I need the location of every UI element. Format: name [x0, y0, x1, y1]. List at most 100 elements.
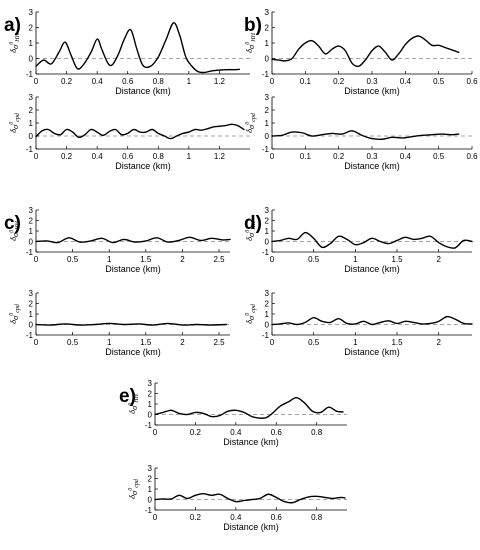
y-axis-label: δσ0HH	[127, 393, 140, 413]
y-tick-label: 3	[265, 8, 270, 17]
data-series-line	[35, 322, 228, 326]
y-tick-label: 2	[148, 474, 153, 483]
x-tick-label: 0.6	[122, 77, 134, 86]
y-tick-label: 3	[265, 206, 270, 215]
y-tick-label: -1	[145, 506, 153, 515]
data-series-line	[154, 397, 344, 419]
x-tick-label: 0	[34, 77, 39, 86]
x-axis-label: Distance (km)	[344, 86, 400, 96]
y-tick-label: 2	[29, 299, 34, 308]
x-tick-label: 0.1	[300, 152, 312, 161]
y-tick-label: -1	[262, 145, 270, 154]
x-axis-label: Distance (km)	[115, 86, 171, 96]
x-tick-label: 1	[107, 338, 112, 347]
y-tick-label: 1	[29, 119, 34, 128]
y-tick-label: -1	[26, 331, 34, 340]
y-tick-label: 3	[29, 289, 34, 298]
x-tick-label: 2.5	[213, 338, 225, 347]
y-tick-label: 3	[29, 8, 34, 17]
y-tick-label: 1	[265, 119, 270, 128]
panel-label: c)	[4, 213, 21, 234]
data-series-line	[271, 35, 460, 68]
x-tick-label: 0.8	[311, 428, 323, 437]
x-tick-label: 1.5	[140, 338, 152, 347]
x-tick-label: 1.5	[391, 338, 403, 347]
x-tick-label: 0.5	[308, 255, 320, 264]
y-tick-label: -1	[262, 331, 270, 340]
y-axis-label: δσ0cpd	[8, 112, 21, 133]
y-tick-label: 2	[265, 23, 270, 32]
data-series-line	[271, 130, 460, 141]
y-tick-label: 0	[265, 320, 270, 329]
y-tick-label: 3	[29, 93, 34, 102]
y-tick-label: 1	[265, 227, 270, 236]
x-tick-label: 0	[34, 338, 39, 347]
y-axis-label: δσ0HH	[8, 220, 21, 240]
y-axis-label: δσ0cpd	[244, 303, 257, 324]
x-tick-label: 0	[270, 338, 275, 347]
x-tick-label: 0	[270, 255, 275, 264]
x-tick-label: 1	[187, 77, 192, 86]
data-series-line	[35, 123, 245, 140]
y-tick-label: -1	[26, 145, 34, 154]
y-axis-label: δσ0cpd	[8, 303, 21, 324]
x-tick-label: 0.2	[190, 513, 202, 522]
y-axis-label: δσ0HH	[244, 220, 257, 240]
x-tick-label: 1	[353, 338, 358, 347]
x-tick-label: 1.5	[140, 255, 152, 264]
y-tick-label: 0	[29, 54, 34, 63]
x-tick-label: 0.6	[271, 513, 283, 522]
y-tick-label: 2	[265, 216, 270, 225]
x-tick-label: 0.5	[67, 338, 79, 347]
data-series-line	[154, 493, 346, 504]
x-axis-label: Distance (km)	[105, 264, 161, 274]
x-tick-label: 0.1	[300, 77, 312, 86]
y-tick-label: 1	[148, 400, 153, 409]
y-axis-label: δσ0cpd	[127, 478, 140, 499]
x-tick-label: 0.5	[308, 338, 320, 347]
x-tick-label: 0	[34, 255, 39, 264]
x-tick-label: 2	[180, 255, 185, 264]
x-tick-label: 0	[270, 152, 275, 161]
y-tick-label: 1	[265, 310, 270, 319]
y-tick-label: 0	[148, 410, 153, 419]
data-series-line	[35, 22, 240, 74]
y-tick-label: 0	[265, 132, 270, 141]
x-tick-label: 0.6	[466, 77, 478, 86]
x-axis-label: Distance (km)	[223, 437, 279, 447]
x-tick-label: 1.5	[391, 255, 403, 264]
x-tick-label: 0.2	[61, 152, 73, 161]
x-tick-label: 0.4	[230, 513, 242, 522]
panel-label: a)	[4, 15, 21, 36]
y-tick-label: 1	[29, 227, 34, 236]
x-tick-label: 1	[107, 255, 112, 264]
y-tick-label: 0	[29, 237, 34, 246]
y-tick-label: 3	[29, 206, 34, 215]
x-tick-label: 0	[270, 77, 275, 86]
panel-label: b)	[244, 15, 262, 36]
x-tick-label: 0.3	[366, 77, 378, 86]
y-tick-label: 2	[265, 106, 270, 115]
x-tick-label: 0.2	[333, 77, 345, 86]
y-tick-label: 0	[148, 495, 153, 504]
x-tick-label: 2.5	[213, 255, 225, 264]
x-tick-label: 0.6	[466, 152, 478, 161]
y-tick-label: 2	[29, 23, 34, 32]
data-series-line	[271, 231, 473, 249]
x-tick-label: 0.4	[92, 77, 104, 86]
y-tick-label: 1	[265, 39, 270, 48]
x-axis-label: Distance (km)	[344, 264, 400, 274]
x-tick-label: 2	[436, 255, 441, 264]
y-tick-label: 1	[148, 485, 153, 494]
x-axis-label: Distance (km)	[344, 347, 400, 357]
x-axis-label: Distance (km)	[115, 161, 171, 171]
x-tick-label: 0.2	[190, 428, 202, 437]
x-tick-label: 0.6	[271, 428, 283, 437]
y-tick-label: 0	[265, 54, 270, 63]
